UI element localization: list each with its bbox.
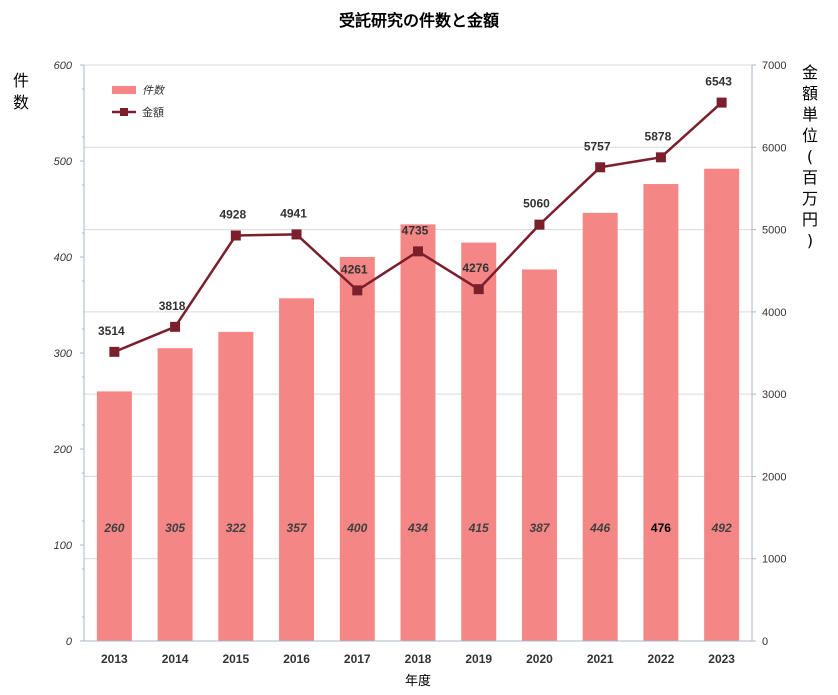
- data-labels: 260 305 322 357 400 434 415 387 446 476 492 3514 381…: [98, 75, 732, 535]
- line-value-label: 5060: [523, 197, 550, 211]
- line-point: [291, 229, 302, 240]
- left-tick-label: 0: [66, 636, 73, 648]
- x-tick-label: 2019: [465, 652, 492, 666]
- line-point: [534, 219, 545, 230]
- line-value-label: 4941: [280, 206, 307, 220]
- x-tick-label: 2015: [222, 652, 249, 666]
- bar-value-label: 415: [468, 521, 489, 535]
- bar-value-label: 476: [651, 521, 671, 535]
- axis-title-char: 単: [802, 105, 818, 124]
- y-axis-title-right: 金額単位 ( 百万円): [802, 63, 818, 250]
- left-tick-label: 100: [54, 540, 73, 552]
- bar-value-label: 357: [287, 521, 308, 535]
- right-tick-label: 5000: [762, 225, 786, 237]
- axis-title-char: 数: [13, 93, 29, 112]
- axis-title-char: 位: [802, 126, 818, 145]
- bar-value-label: 305: [165, 521, 185, 535]
- x-tick-label: 2014: [162, 652, 189, 666]
- bar: [400, 224, 436, 642]
- right-tick-label: 2000: [762, 471, 786, 483]
- right-tick-label: 7000: [762, 60, 786, 72]
- bar-value-label: 322: [226, 521, 246, 535]
- line-point: [352, 285, 363, 296]
- line-point: [655, 152, 666, 163]
- legend-line-label: 金額: [142, 105, 164, 119]
- right-tick-label: 3000: [762, 389, 786, 401]
- axis-title-char: 円: [802, 210, 818, 229]
- line-value-label: 4735: [402, 223, 429, 237]
- line-value-label: 3514: [98, 324, 125, 338]
- legend-bar-label: 件数: [142, 84, 166, 97]
- axis-title-char: 金: [802, 63, 818, 82]
- line-series: [109, 97, 727, 357]
- line-value-label: 4928: [219, 207, 246, 221]
- right-tick-label: 0: [762, 636, 768, 648]
- right-tick-label: 4000: [762, 307, 786, 319]
- axis-title-char: ): [807, 231, 813, 250]
- line-point: [413, 246, 423, 257]
- axes: [80, 64, 756, 642]
- line-point: [170, 321, 181, 332]
- bar: [96, 391, 132, 641]
- bar: [582, 212, 618, 641]
- bar-value-label: 492: [711, 521, 732, 535]
- bar-value-label: 260: [103, 521, 124, 535]
- line-value-label: 4276: [462, 261, 489, 275]
- line-point: [595, 162, 606, 173]
- x-tick-label: 2022: [648, 652, 675, 666]
- line-value-label: 5878: [645, 129, 672, 143]
- line-point: [473, 284, 484, 295]
- x-axis-title: 年度: [405, 673, 431, 689]
- axis-title-char: 万: [802, 189, 818, 208]
- x-tick-label: 2020: [526, 652, 553, 666]
- legend-bar-swatch: [112, 86, 136, 94]
- x-tick-label: 2016: [283, 652, 310, 666]
- bar: [218, 331, 254, 641]
- bar-value-label: 400: [346, 521, 367, 535]
- tick-labels: 0100200300400500600010002000300040005000…: [53, 60, 787, 666]
- x-tick-label: 2017: [344, 652, 371, 666]
- bar: [643, 184, 679, 642]
- right-tick-label: 1000: [762, 554, 786, 566]
- bar-value-label: 434: [407, 521, 428, 535]
- bar: [704, 168, 740, 641]
- line-value-label: 4261: [341, 262, 368, 276]
- legend-line-marker: [120, 108, 128, 116]
- line-point: [109, 346, 120, 357]
- x-tick-label: 2013: [101, 652, 128, 666]
- line-value-label: 3818: [159, 299, 186, 313]
- line-point: [716, 97, 727, 108]
- line-point: [230, 230, 241, 241]
- x-tick-label: 2018: [405, 652, 432, 666]
- bar: [157, 348, 193, 641]
- axis-title-char: 件: [13, 71, 29, 90]
- left-tick-label: 500: [54, 156, 73, 168]
- line-value-label: 6543: [705, 75, 732, 89]
- bar: [461, 242, 497, 641]
- left-tick-label: 400: [54, 252, 73, 264]
- left-tick-label: 300: [54, 348, 73, 360]
- axis-title-char: 額: [802, 84, 818, 103]
- legend: 件数 金額: [112, 84, 166, 119]
- right-tick-label: 6000: [762, 142, 786, 154]
- bar: [521, 269, 557, 641]
- line-value-label: 5757: [584, 139, 611, 153]
- chart-title: 受託研究の件数と金額: [339, 11, 499, 30]
- bar-series: [96, 168, 740, 642]
- bar-value-label: 387: [529, 521, 550, 535]
- y-axis-title-left: 件数: [13, 71, 29, 112]
- bar-value-label: 446: [589, 521, 610, 535]
- bar: [339, 257, 375, 641]
- left-tick-label: 200: [53, 444, 73, 456]
- bar: [279, 298, 315, 641]
- x-tick-label: 2023: [708, 652, 735, 666]
- x-tick-label: 2021: [587, 652, 614, 666]
- axis-title-char: 百: [802, 168, 818, 187]
- left-tick-label: 600: [54, 60, 73, 72]
- axis-title-char: (: [807, 147, 813, 166]
